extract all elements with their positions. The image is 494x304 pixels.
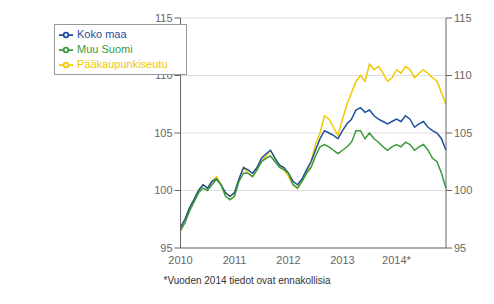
html-text:Pääkaupunkiseutu: Pääkaupunkiseutu [77,58,168,71]
svg-text:95: 95 [160,242,172,254]
svg-text:100: 100 [454,184,472,196]
svg-text:2012: 2012 [276,254,300,266]
svg-text:115: 115 [155,12,173,24]
svg-text:2010: 2010 [168,254,192,266]
html-text:*Vuoden 2014 tiedot ovat ennak: *Vuoden 2014 tiedot ovat ennakollisia [163,275,331,286]
svg-text:105: 105 [454,127,472,139]
svg-text:2014*: 2014* [382,254,411,266]
svg-text:100: 100 [154,184,172,196]
svg-text:115: 115 [454,12,472,24]
html-text:Muu Suomi: Muu Suomi [77,43,133,56]
svg-text:110: 110 [155,69,173,81]
svg-text:95: 95 [454,242,466,254]
svg-text:2011: 2011 [223,254,247,266]
svg-text:2013: 2013 [330,254,354,266]
svg-text:105: 105 [154,127,172,139]
svg-text:110: 110 [454,69,472,81]
html-text:Koko maa: Koko maa [77,28,127,40]
